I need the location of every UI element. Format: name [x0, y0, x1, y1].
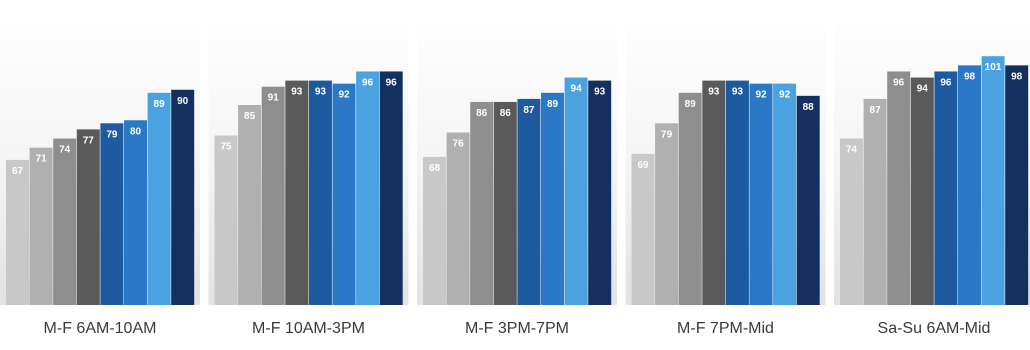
bar [29, 147, 53, 305]
bar-value-label: 75 [220, 142, 232, 153]
bar [796, 95, 820, 305]
bar-value-label: 71 [36, 154, 48, 165]
bar-value-label: 88 [803, 102, 815, 113]
bar [655, 123, 679, 305]
bar [910, 77, 934, 305]
category-label: M-F 10AM-3PM [252, 320, 365, 337]
bar [773, 83, 797, 306]
bar-value-label: 85 [244, 111, 256, 122]
bar [53, 138, 77, 305]
bar-value-label: 74 [846, 145, 858, 156]
bar [147, 92, 171, 305]
bar-value-label: 89 [154, 99, 166, 110]
category-label: Sa-Su 6AM-Mid [878, 320, 991, 337]
bar [517, 98, 541, 306]
bar-value-label: 98 [1011, 71, 1023, 82]
bar [124, 120, 147, 305]
bar-value-label: 77 [83, 135, 95, 146]
bar-value-label: 87 [523, 105, 535, 116]
bar [470, 101, 494, 305]
bar-value-label: 79 [661, 129, 673, 140]
category-label: M-F 3PM-7PM [465, 320, 569, 337]
bar [214, 135, 238, 305]
category-label: M-F 7PM-Mid [677, 320, 774, 337]
bar-value-label: 93 [732, 87, 744, 98]
chart-bars: 67 71 74 77 79 80 89 90 75 85 91 93 93 92 96 96 68 76 86 86… [6, 56, 1029, 306]
bar [564, 77, 588, 305]
bar [863, 98, 887, 306]
bar [76, 129, 100, 305]
bar-value-label: 93 [594, 87, 606, 98]
bar-value-label: 86 [500, 108, 512, 119]
bar [285, 80, 309, 305]
bar [749, 83, 773, 306]
bar [100, 123, 124, 305]
bar-value-label: 93 [708, 87, 720, 98]
bar-value-label: 93 [291, 87, 303, 98]
bar-value-label: 91 [268, 93, 280, 104]
bar-value-label: 98 [964, 71, 976, 82]
bar-value-label: 89 [685, 99, 697, 110]
bar [1005, 65, 1029, 305]
bar [493, 101, 517, 305]
bar-value-label: 67 [12, 166, 24, 177]
chart-group-labels: M-F 6AM-10AM M-F 10AM-3PM M-F 3PM-7PM M-F 7… [44, 320, 991, 337]
bar [678, 92, 702, 305]
bar-value-label: 96 [362, 77, 374, 88]
bar-value-label: 94 [917, 84, 929, 95]
bar [981, 56, 1005, 306]
bar [238, 105, 262, 305]
bar-value-label: 94 [571, 84, 583, 95]
bar-value-label: 90 [177, 96, 189, 107]
bar [423, 156, 446, 305]
bar [631, 153, 655, 305]
bar-value-label: 68 [429, 163, 441, 174]
category-label: M-F 6AM-10AM [44, 320, 157, 337]
bar-value-label: 69 [637, 160, 649, 171]
bar-value-label: 79 [106, 129, 118, 140]
bar [702, 80, 726, 305]
bar-value-label: 96 [386, 77, 398, 88]
bar [308, 80, 332, 305]
bar [934, 71, 958, 305]
bar [6, 159, 29, 305]
bar-value-label: 80 [130, 126, 142, 137]
bar-value-label: 92 [755, 90, 767, 101]
bar [725, 80, 749, 305]
bar [356, 71, 380, 305]
bar [171, 89, 195, 305]
bar [541, 92, 564, 305]
bar-value-label: 96 [940, 77, 952, 88]
bar-value-label: 87 [870, 105, 882, 116]
bar-value-label: 101 [985, 62, 1002, 73]
bar [332, 83, 356, 306]
bar [379, 71, 403, 305]
bar-value-label: 86 [476, 108, 488, 119]
bar [958, 65, 981, 305]
bar [446, 132, 470, 305]
bar-value-label: 74 [59, 145, 71, 156]
bar [588, 80, 612, 305]
bar [840, 138, 863, 305]
bar-value-label: 89 [547, 99, 559, 110]
bar [261, 86, 285, 305]
bar-value-label: 92 [779, 90, 791, 101]
bar [887, 71, 911, 305]
bar-value-label: 96 [893, 77, 905, 88]
bar-value-label: 76 [453, 138, 465, 149]
bar-value-label: 92 [338, 90, 350, 101]
bar-value-label: 93 [315, 87, 327, 98]
